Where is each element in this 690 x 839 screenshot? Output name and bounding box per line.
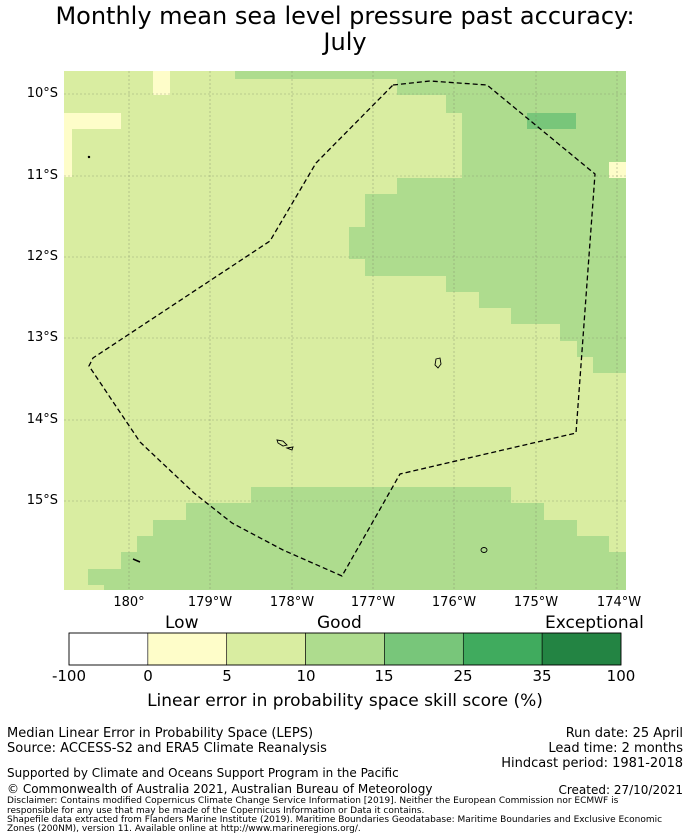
category-exceptional: Exceptional (545, 613, 644, 633)
lon-label-178w: 178°W (269, 595, 315, 610)
lon-label-175w: 175°W (513, 595, 559, 610)
score-15-25-region (527, 113, 576, 129)
disclaimer-line-2: responsible for any use that may be made… (7, 806, 425, 816)
tick-label-15: 15 (374, 667, 394, 685)
lat-label-13s: 13°S (26, 330, 58, 345)
lon-label-176w: 176°W (431, 595, 477, 610)
tick-label-35: 35 (532, 667, 552, 685)
category-low: Low (165, 613, 199, 633)
colorbar-segment (68, 632, 149, 666)
category-good: Good (317, 613, 362, 633)
colorbar-label: Linear error in probability space skill … (147, 691, 543, 711)
support-text: Supported by Climate and Oceans Support … (7, 766, 399, 780)
island-northwest (87, 155, 91, 159)
tick-label-10: 10 (296, 667, 316, 685)
hindcast-text: Hindcast period: 1981-2018 (501, 756, 683, 771)
region-south (88, 487, 626, 590)
eez-boundary (88, 80, 596, 577)
colorbar-segments (68, 632, 622, 666)
score-0-5-regions (64, 71, 626, 178)
island-southeast (480, 547, 488, 553)
copyright-text: © Commonwealth of Australia 2021, Austra… (7, 782, 433, 796)
region-left-edge-patch (64, 129, 72, 177)
islands (87, 155, 488, 563)
lat-label-11s: 11°S (26, 168, 58, 183)
lon-label-179w: 179°W (187, 595, 233, 610)
created-text: Created: 27/10/2021 (558, 783, 683, 797)
tick-label-0: 0 (143, 667, 153, 685)
lon-label-174w: 174°W (596, 595, 642, 610)
title-line-2: July (323, 28, 367, 56)
run-date-text: Run date: 25 April (565, 726, 683, 741)
tick-label-25: 25 (453, 667, 473, 685)
lat-label-12s: 12°S (26, 249, 58, 264)
lon-label-180: 180° (113, 595, 145, 610)
colorbar-segment (462, 632, 543, 666)
island-southwest (132, 558, 141, 563)
colorbar-segment (541, 632, 622, 666)
lat-label-14s: 14°S (26, 412, 58, 427)
region-top-strip (235, 71, 626, 79)
region-top-patch (153, 71, 170, 95)
title-line-1: Monthly mean sea level pressure past acc… (55, 2, 635, 30)
region-right-patch (609, 162, 626, 178)
disclaimer-line-4: Zones (200NM), version 11. Available onl… (7, 824, 361, 834)
island-west-small (285, 446, 294, 451)
colorbar-segment (384, 632, 464, 666)
score-10-15-regions (88, 71, 626, 590)
lon-label-177w: 177°W (350, 595, 396, 610)
colorbar-frame (68, 632, 622, 666)
island-west (276, 439, 288, 447)
lat-label-10s: 10°S (26, 86, 58, 101)
map-gridlines (64, 71, 626, 590)
lead-time-text: Lead time: 2 months (548, 741, 683, 756)
lat-label-15s: 15°S (26, 493, 58, 508)
region-top-left-patch (64, 113, 121, 129)
tick-label-5: 5 (222, 667, 232, 685)
source-text: Source: ACCESS-S2 and ERA5 Climate Reana… (7, 741, 327, 756)
skill-score-map (64, 71, 626, 590)
colorbar-segment (226, 632, 306, 666)
colorbar-segment (305, 632, 385, 666)
method-text: Median Linear Error in Probability Space… (7, 726, 314, 741)
region-east (349, 79, 626, 373)
colorbar-segment (147, 632, 228, 666)
colorbar (68, 632, 622, 666)
tick-label-100: 100 (606, 667, 636, 685)
disclaimer-line-1: Disclaimer: Contains modified Copernicus… (7, 796, 619, 806)
disclaimer-line-3: Shapefile data extracted from Flanders M… (7, 815, 663, 825)
island-center (434, 357, 442, 369)
tick-label-neg100: -100 (51, 667, 87, 685)
